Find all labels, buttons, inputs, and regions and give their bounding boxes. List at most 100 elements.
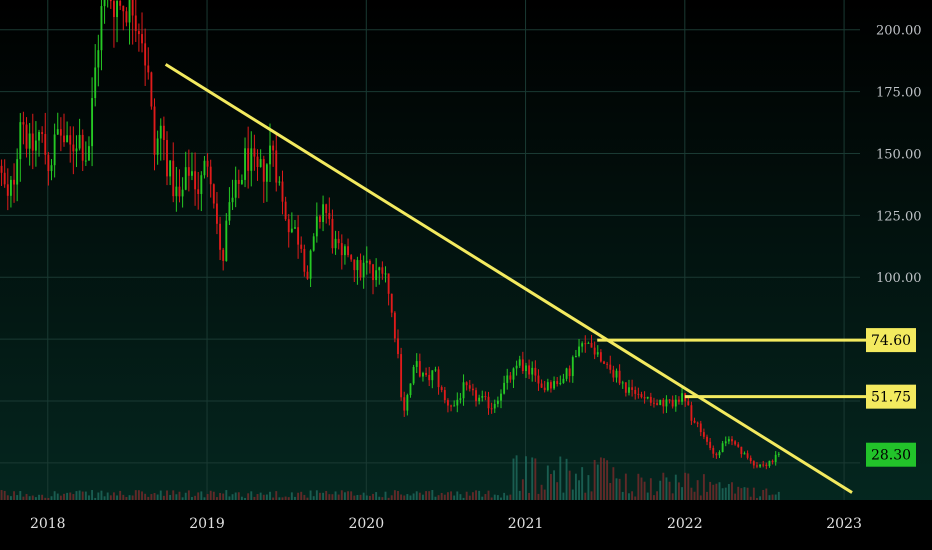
volume-bar <box>16 495 19 500</box>
candle-body <box>56 129 59 135</box>
volume-bar <box>540 484 543 500</box>
candle-body <box>365 260 368 263</box>
candle-body <box>28 133 31 149</box>
volume-bar <box>734 493 737 500</box>
candle-body <box>144 43 147 66</box>
candle-body <box>147 65 150 73</box>
volume-bar <box>397 490 399 500</box>
volume-bar <box>518 490 521 500</box>
candle-body <box>125 11 128 23</box>
y-tick-label: 175.00 <box>876 86 922 101</box>
candle-body <box>6 184 9 196</box>
volume-bar <box>390 495 393 500</box>
volume-bar <box>384 491 387 500</box>
x-tick-label: 2023 <box>826 516 862 532</box>
volume-bar <box>347 491 349 500</box>
candle-body <box>487 396 490 409</box>
candle-body <box>559 382 562 384</box>
volume-bar <box>628 493 630 500</box>
candle-body <box>718 452 721 456</box>
volume-bar <box>643 481 646 500</box>
volume-bar <box>262 494 265 500</box>
volume-bar <box>587 475 590 500</box>
candle-body <box>372 264 374 281</box>
volume-bar <box>9 496 12 500</box>
candle-body <box>465 382 468 386</box>
volume-bar <box>668 481 671 500</box>
candle-body <box>431 370 434 381</box>
volume-bar <box>500 497 502 500</box>
candle-body <box>50 165 53 172</box>
candle-body <box>334 238 337 249</box>
volume-bar <box>38 494 40 500</box>
volume-bar <box>300 491 303 500</box>
x-axis-strip <box>0 500 932 550</box>
candle-body <box>216 203 218 224</box>
volume-bar <box>487 490 490 500</box>
candle-body <box>384 273 387 275</box>
candle-body <box>737 444 740 447</box>
volume-bar <box>578 480 580 500</box>
volume-bar <box>543 489 546 500</box>
volume-bar <box>706 491 708 500</box>
candle-body <box>574 355 577 358</box>
candle-body <box>78 134 81 149</box>
candle-body <box>72 144 75 152</box>
candle-body <box>281 181 284 202</box>
candle-body <box>112 1 115 18</box>
candle-body <box>41 132 44 135</box>
volume-bar <box>387 497 390 500</box>
candle-body <box>297 227 300 245</box>
volume-bar <box>584 492 587 500</box>
candle-body <box>715 453 718 456</box>
candle-body <box>596 352 599 355</box>
volume-bar <box>565 458 568 500</box>
candle-body <box>409 383 412 396</box>
candle-body <box>25 124 28 149</box>
volume-bar <box>191 497 193 500</box>
candle-body <box>31 133 34 151</box>
volume-bar <box>403 495 406 500</box>
candle-body <box>603 361 605 364</box>
candle-body <box>178 186 181 197</box>
trendline[interactable] <box>164 63 853 494</box>
candle-body <box>415 361 418 367</box>
volume-bar <box>222 493 225 500</box>
candle-body <box>137 31 140 35</box>
candle-body <box>131 0 134 16</box>
volume-bar <box>119 490 122 500</box>
x-tick-label: 2020 <box>348 516 384 532</box>
volume-bar <box>690 487 693 500</box>
candle-body <box>693 420 696 423</box>
candle-body <box>63 135 65 143</box>
candle-body <box>734 441 737 445</box>
volume-bar <box>462 497 465 500</box>
candle-body <box>743 453 746 455</box>
candle-body <box>752 461 755 466</box>
candle-body <box>459 398 462 400</box>
volume-bar <box>768 495 771 500</box>
volume-bar <box>172 490 175 500</box>
volume-bar <box>646 492 649 500</box>
volume-bar <box>187 490 190 500</box>
candle-body <box>309 250 312 279</box>
volume-bar <box>665 477 668 500</box>
volume-bar <box>343 492 346 500</box>
volume-bar <box>765 488 768 500</box>
candle-body <box>134 15 137 32</box>
volume-bar <box>562 492 565 500</box>
volume-bar <box>178 491 181 500</box>
candle-body <box>240 179 243 184</box>
candle-body <box>437 369 440 388</box>
candle-body <box>412 366 415 384</box>
candle-body <box>265 164 268 182</box>
candle-body <box>422 372 424 377</box>
volume-bar <box>440 492 443 500</box>
volume-bar <box>3 490 6 500</box>
volume-bar <box>144 493 147 500</box>
candle-body <box>500 393 502 401</box>
grid <box>0 0 860 500</box>
candle-body <box>16 159 19 185</box>
volume-bar <box>696 480 699 500</box>
